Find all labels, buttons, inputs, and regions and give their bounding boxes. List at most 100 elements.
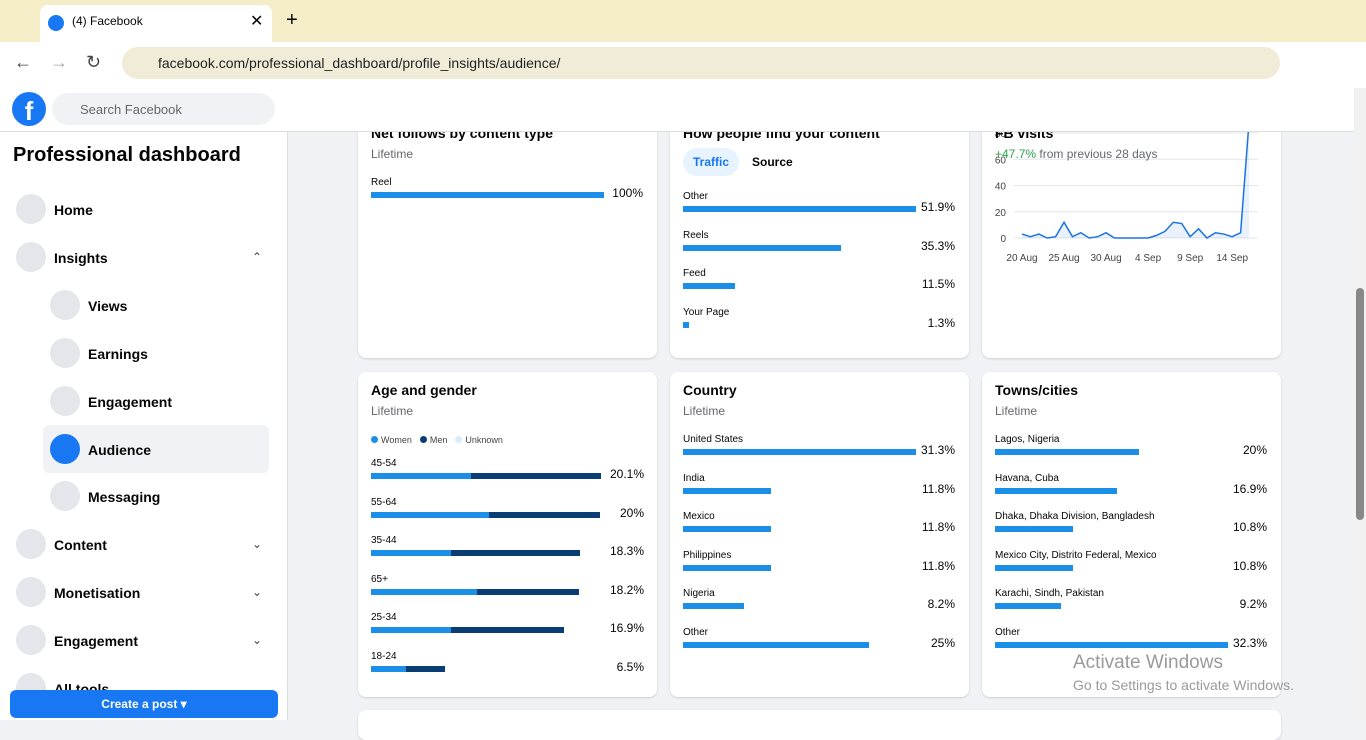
legend-swatch: [455, 436, 463, 443]
value-label: 100%: [612, 186, 643, 200]
total-label: 18.3%: [609, 544, 644, 558]
bar-segment: [371, 588, 478, 595]
chevron: ⌄: [252, 585, 263, 599]
bar-segment: [371, 550, 452, 556]
card-subtitle: Lifetime: [371, 147, 414, 161]
card-title: Age and gender: [371, 382, 477, 398]
row-label: Feed: [683, 268, 706, 279]
row-label: 35-44: [371, 535, 397, 546]
item-icon: [16, 242, 46, 272]
bar: [683, 641, 870, 648]
bar-segment: [371, 665, 407, 672]
item-icon: [50, 434, 80, 464]
value-label: 31.3%: [920, 443, 955, 457]
value-label: 11.5%: [921, 277, 955, 291]
back[interactable]: ←: [14, 52, 32, 72]
bar: [683, 603, 745, 609]
change-row: +47.7% from previous 28 days: [995, 147, 1157, 161]
watermark-title: Activate Windows: [1073, 652, 1223, 673]
towns-card: Towns/cities Lifetime Lagos, Nigeria 20% Hav…: [982, 372, 1281, 697]
row-label: Philippines: [683, 549, 732, 561]
row-label: Nigeria: [683, 588, 715, 599]
row-label: 45-54: [371, 458, 397, 469]
y-tick-label: 40: [995, 182, 1007, 193]
sidebar-item[interactable]: Audience: [88, 442, 152, 458]
bar-segment: [470, 473, 601, 479]
sidebar-item[interactable]: Engagement: [88, 394, 173, 410]
total-label: 6.5%: [616, 659, 644, 674]
value-label: 11.8%: [921, 520, 955, 534]
sidebar-title: Professional dashboard: [13, 144, 241, 166]
create-post-label: Create a post: [101, 697, 178, 711]
forward[interactable]: →: [50, 52, 68, 72]
value-label: 10.8%: [1232, 558, 1267, 573]
bar-segment: [371, 511, 489, 518]
bar: [371, 192, 604, 198]
row-label: India: [683, 472, 705, 484]
sidebar-item[interactable]: Earnings: [88, 346, 148, 362]
sidebar-item[interactable]: Content: [54, 537, 107, 553]
bar: [995, 564, 1073, 571]
reload[interactable]: ↻: [86, 52, 102, 72]
value-label: 20%: [1242, 443, 1267, 457]
card-title: Country: [683, 382, 737, 398]
next-card: [358, 710, 1281, 740]
bar-segment: [371, 473, 471, 479]
legend-label: Women: [381, 435, 412, 445]
card-title: Towns/cities: [995, 382, 1078, 398]
total-label: 20.1%: [609, 467, 644, 481]
legend-item: Women: [371, 435, 412, 445]
scrollbar-thumb[interactable]: [1356, 288, 1364, 520]
value-label: 11.8%: [921, 558, 955, 573]
tab[interactable]: (4) Facebook ✕: [40, 5, 272, 42]
item-icon: [16, 194, 46, 224]
country-card: Country Lifetime United States 31.3% India 11…: [670, 372, 969, 697]
row-label: 55-64: [371, 496, 397, 508]
value-label: 35.3%: [920, 238, 955, 253]
item-icon: [50, 338, 80, 368]
y-tick-label: 0: [1000, 234, 1006, 245]
tab[interactable]: Source: [752, 155, 793, 169]
age-gender-card: Age and gender Lifetime Women Men Unknown 45-…: [358, 372, 657, 697]
row-label: Lagos, Nigeria: [995, 434, 1060, 445]
item-icon: [50, 386, 80, 416]
row-label: Other: [683, 191, 709, 202]
tab-close[interactable]: ✕: [250, 13, 264, 30]
create-post-button[interactable]: Create a post ▾: [10, 690, 278, 718]
card-subtitle: Lifetime: [683, 404, 726, 418]
address-bar[interactable]: facebook.com/professional_dashboard/prof…: [122, 47, 1280, 79]
tab[interactable]: Traffic: [683, 148, 740, 176]
bar: [683, 206, 916, 212]
sidebar-item[interactable]: Monetisation: [54, 585, 141, 601]
row-label: Mexico City, Distrito Federal, Mexico: [995, 549, 1157, 561]
sidebar-item[interactable]: Engagement: [54, 633, 139, 649]
sidebar-item[interactable]: Insights: [54, 250, 108, 266]
line-chart: 0 20 40 60 80 20 Aug 25 Aug 30 Aug 4 Sep 9 Sep 14 …: [995, 122, 1258, 264]
area: [1022, 122, 1249, 238]
legend-label: Men: [429, 435, 448, 445]
total-label: 18.2%: [609, 582, 644, 597]
y-tick-label: 20: [995, 208, 1007, 219]
url: facebook.com/professional_dashboard/prof…: [158, 55, 561, 71]
x-tick-label: 9 Sep: [1177, 253, 1204, 264]
total-label: 20%: [619, 505, 644, 520]
new-tab[interactable]: +: [286, 9, 298, 31]
row-label: Other: [683, 626, 709, 638]
sidebar-item[interactable]: Views: [88, 298, 128, 314]
x-tick-label: 30 Aug: [1090, 253, 1121, 264]
item-icon: [16, 529, 46, 559]
item-icon: [16, 625, 46, 655]
fb-logo[interactable]: f: [12, 92, 46, 126]
watermark-note: Go to Settings to activate Windows.: [1073, 677, 1294, 693]
legend-label: Unknown: [465, 435, 503, 445]
legend-item: Unknown: [455, 435, 503, 445]
sidebar-item[interactable]: Home: [54, 202, 93, 218]
item-icon: [50, 481, 80, 511]
bar: [683, 564, 771, 571]
sidebar: Professional dashboard Home Insights ⌃ View…: [0, 132, 288, 720]
row-label: 25-34: [371, 612, 397, 623]
sidebar-item[interactable]: Messaging: [88, 489, 161, 505]
search[interactable]: Search Facebook: [52, 93, 275, 125]
row-label: 18-24: [371, 650, 397, 662]
